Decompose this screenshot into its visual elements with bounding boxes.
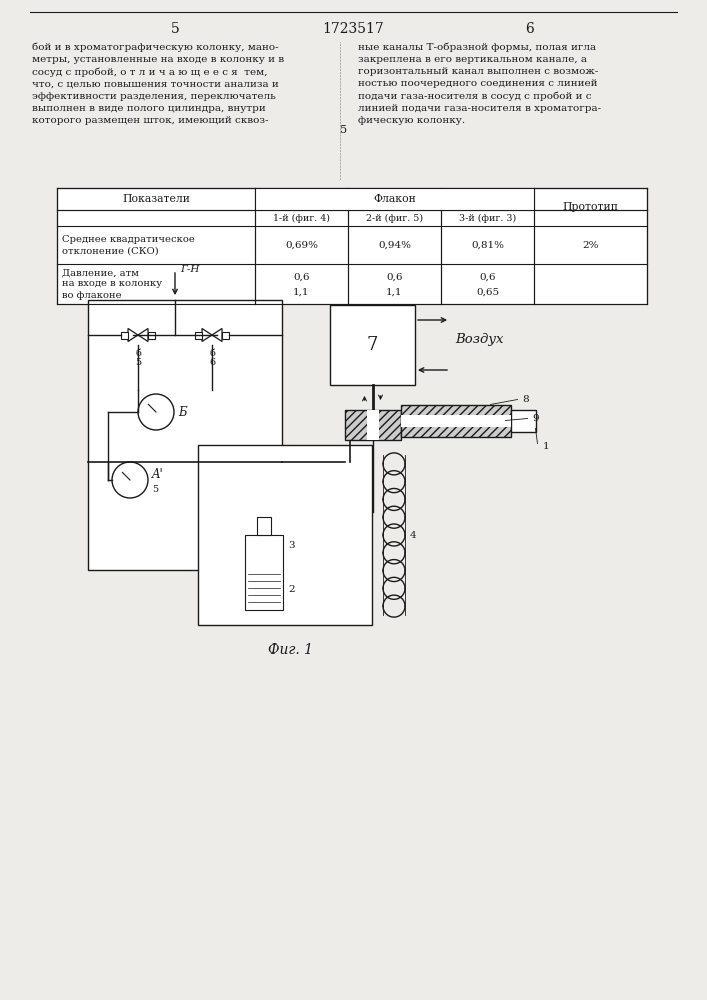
Bar (330, 305, 415, 385)
Text: 0,69%: 0,69% (285, 240, 318, 249)
Text: Давление, атм
на входе в колонку
во флаконе: Давление, атм на входе в колонку во флак… (62, 268, 162, 300)
Text: б: б (209, 349, 215, 358)
Text: 1: 1 (542, 442, 549, 451)
Bar (88, 300, 282, 570)
Text: 3-й (фиг. 3): 3-й (фиг. 3) (459, 213, 516, 223)
Text: 7: 7 (367, 336, 378, 354)
Bar (366, 410, 378, 440)
Bar (222, 332, 229, 338)
Bar (195, 332, 202, 338)
Text: 6: 6 (525, 22, 534, 36)
Text: 0,6: 0,6 (293, 272, 310, 282)
Bar (148, 332, 155, 338)
Bar (344, 410, 400, 440)
Text: б: б (135, 349, 141, 358)
Bar (510, 410, 535, 432)
Text: Среднее квадратическое
отклонение (СКО): Среднее квадратическое отклонение (СКО) (62, 235, 195, 255)
Text: 0,94%: 0,94% (378, 240, 411, 249)
Text: 2%: 2% (583, 240, 599, 249)
Bar (121, 332, 128, 338)
Text: Фиг. 1: Фиг. 1 (267, 643, 312, 657)
Bar (57, 188, 647, 304)
Bar (245, 535, 283, 610)
Text: 0,81%: 0,81% (471, 240, 504, 249)
Text: 9: 9 (532, 414, 539, 423)
Bar (255, 188, 534, 210)
Text: ные каналы Т-образной формы, полая игла
закреплена в его вертикальном канале, а
: ные каналы Т-образной формы, полая игла … (358, 42, 601, 125)
Text: Б: Б (178, 406, 187, 418)
Text: 0,6: 0,6 (386, 272, 403, 282)
Text: Г-Н: Г-Н (180, 265, 199, 274)
Text: 5: 5 (170, 22, 180, 36)
Text: A': A' (152, 468, 164, 482)
Text: 2-й (фиг. 5): 2-й (фиг. 5) (366, 213, 423, 223)
Text: Флакон: Флакон (373, 194, 416, 204)
Text: 2: 2 (288, 585, 295, 594)
Text: Показатели: Показатели (122, 194, 190, 204)
Text: 1,1: 1,1 (386, 288, 403, 296)
Text: 4: 4 (410, 530, 416, 540)
Text: 0,6: 0,6 (479, 272, 496, 282)
Text: 5: 5 (341, 125, 348, 135)
Text: 6: 6 (209, 358, 215, 367)
Text: 1,1: 1,1 (293, 288, 310, 296)
Bar (257, 517, 271, 535)
Bar (400, 414, 510, 426)
Text: 1-й (фиг. 4): 1-й (фиг. 4) (273, 213, 330, 223)
Text: 8: 8 (522, 395, 529, 404)
Text: 5: 5 (135, 358, 141, 367)
Bar (198, 445, 372, 625)
Bar (400, 404, 510, 436)
Text: Воздух: Воздух (455, 334, 503, 347)
Text: 0,65: 0,65 (476, 288, 499, 296)
Text: бой и в хроматографическую колонку, мано-
метры, установленные на входе в колонк: бой и в хроматографическую колонку, мано… (32, 42, 284, 125)
Text: Прототип: Прототип (563, 202, 619, 212)
Text: 5: 5 (152, 486, 158, 494)
Text: 1723517: 1723517 (322, 22, 384, 36)
Text: t°: t° (352, 431, 362, 440)
Text: 3: 3 (288, 540, 295, 550)
